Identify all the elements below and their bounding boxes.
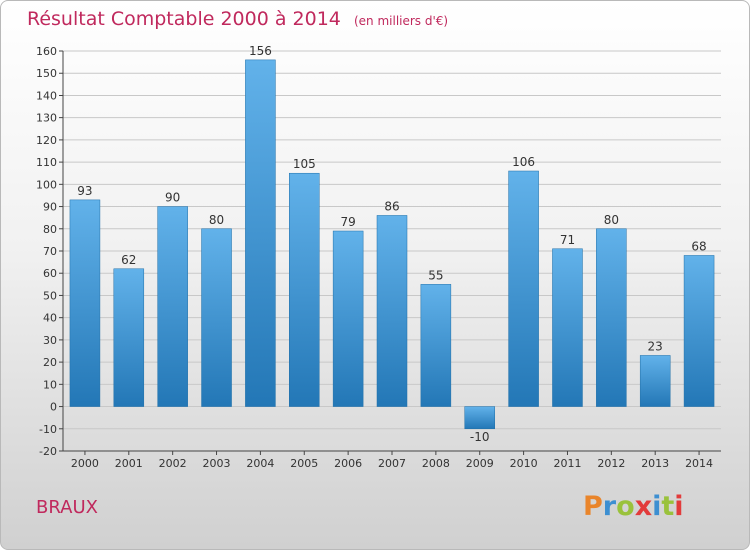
value-label: 106 [512,155,535,169]
chart-title-block: Résultat Comptable 2000 à 2014 (en milli… [27,8,448,30]
value-label: 86 [384,199,399,213]
bar [157,206,188,407]
logo-letter: x [634,491,653,522]
y-tick-label: 140 [36,89,57,102]
x-tick-label: 2005 [290,457,318,470]
y-axis-ticks: -20 -10 0 10 20 30 40 50 60 70 80 90 100 110 120 130 140… [36,45,63,458]
value-label: 79 [340,215,355,229]
bar [552,248,583,407]
value-label: 80 [604,213,619,227]
logo-letter: t [661,491,675,522]
y-tick-label: 20 [43,356,57,369]
y-tick-label: 40 [43,312,57,325]
bar [683,255,715,407]
x-tick-label: 2014 [685,457,713,470]
value-label: 93 [77,184,92,198]
y-tick-label: 130 [36,112,57,125]
y-tick-label: 30 [43,334,57,347]
x-tick-label: 2013 [641,457,669,470]
x-tick-label: 2010 [510,457,538,470]
bar [639,355,671,407]
bar [464,406,495,430]
x-tick-label: 2012 [597,457,625,470]
y-tick-label: 60 [43,267,57,280]
value-label: 156 [249,44,272,58]
value-label: 80 [209,213,224,227]
y-tick-label: 110 [36,156,57,169]
x-tick-label: 2007 [378,457,406,470]
bar [245,59,276,407]
x-tick-label: 2006 [334,457,362,470]
x-tick-label: 2003 [203,457,231,470]
value-label: 23 [648,339,663,353]
value-label: 55 [428,268,443,282]
y-tick-label: 160 [36,45,57,58]
bar [508,170,539,407]
y-tick-label: 10 [43,378,57,391]
x-tick-label: 2008 [422,457,450,470]
x-axis-ticks: 2000 2001 2002 2003 2004 2005 2006 2007 2008 2009… [71,451,713,470]
x-tick-label: 2000 [71,457,99,470]
value-label: 68 [691,239,706,253]
x-tick-label: 2004 [246,457,274,470]
y-tick-label: 100 [36,178,57,191]
bar [201,228,232,407]
bar [376,215,408,407]
logo-letter: i [674,491,684,522]
x-tick-label: 2011 [553,457,581,470]
value-label: -10 [470,430,490,444]
bars [69,59,715,430]
logo-letter: o [616,491,635,522]
y-tick-label: 80 [43,223,57,236]
value-label: 62 [121,253,136,267]
y-tick-label: 150 [36,67,57,80]
value-label: 90 [165,191,180,205]
bar [69,199,101,407]
logo-letter: P [583,491,603,522]
y-tick-label: 0 [50,401,57,414]
chart-unit: (en milliers d'€) [353,14,449,28]
bar [420,284,452,407]
bar [289,172,320,407]
bar [332,230,364,407]
chart-title: Résultat Comptable 2000 à 2014 [27,8,341,30]
y-tick-label: 50 [43,289,57,302]
y-tick-label: -20 [39,445,57,458]
proxiti-logo: Proxiti [583,491,684,522]
value-label: 105 [293,157,316,171]
y-tick-label: 70 [43,245,57,258]
x-tick-label: 2001 [115,457,143,470]
y-tick-label: 120 [36,134,57,147]
bar [596,228,627,407]
bar [113,268,145,407]
y-tick-label: 90 [43,201,57,214]
x-tick-label: 2002 [159,457,187,470]
commune-name: BRAUX [36,497,98,518]
logo-letter: r [602,491,617,522]
y-tick-label: -10 [39,423,57,436]
value-labels: 93 62 90 80 156 105 79 86 55 -10 106 71 80 23 68 [77,44,706,444]
value-label: 71 [560,233,575,247]
x-tick-label: 2009 [466,457,494,470]
logo-letter: i [652,491,662,522]
